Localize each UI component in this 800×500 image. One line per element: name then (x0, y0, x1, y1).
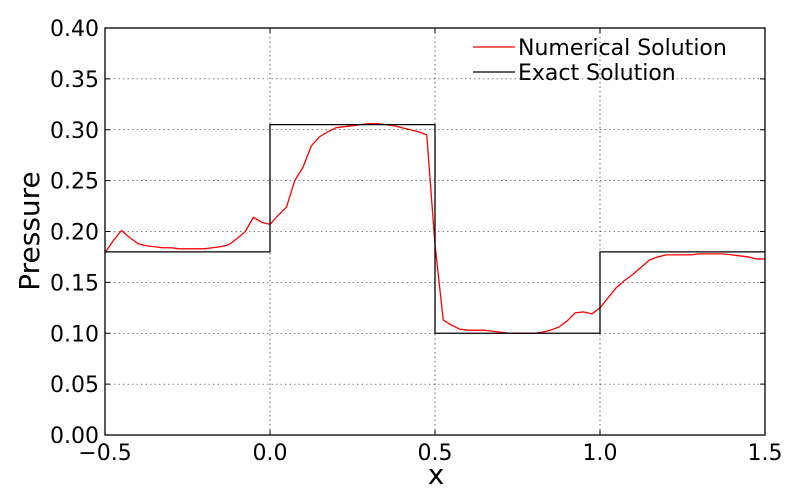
x-tick-label: 1.0 (583, 441, 618, 466)
y-tick-label: 0.40 (50, 17, 99, 42)
y-axis-label: Pressure (13, 171, 46, 291)
legend-label-exact-solution: Exact Solution (518, 61, 676, 86)
ticks (104, 27, 766, 436)
legend: Numerical Solution Exact Solution (473, 36, 727, 86)
x-tick-label: 0.0 (253, 441, 288, 466)
y-tick-label: 0.10 (50, 322, 99, 347)
y-tick-label: 0.05 (50, 373, 99, 398)
y-tick-label: 0.15 (50, 271, 99, 296)
series-layer (104, 123, 765, 334)
x-tick-label: 1.5 (748, 441, 783, 466)
y-tick-label: 0.25 (50, 170, 99, 195)
x-tick-label: −0.5 (78, 441, 131, 466)
y-tick-label: 0.00 (50, 424, 99, 449)
series-line-exact-solution (105, 124, 765, 334)
x-axis-label: x (428, 458, 445, 491)
y-tick-label: 0.20 (50, 221, 99, 246)
x-tick-label: 0.5 (418, 441, 453, 466)
legend-label-numerical-solution: Numerical Solution (518, 36, 727, 61)
tick-labels: −0.5 0.0 0.5 1.0 1.5 0.00 0.05 0.10 0.15 0.20 0.25… (50, 17, 782, 466)
y-tick-label: 0.35 (50, 68, 99, 93)
y-tick-label: 0.30 (50, 119, 99, 144)
